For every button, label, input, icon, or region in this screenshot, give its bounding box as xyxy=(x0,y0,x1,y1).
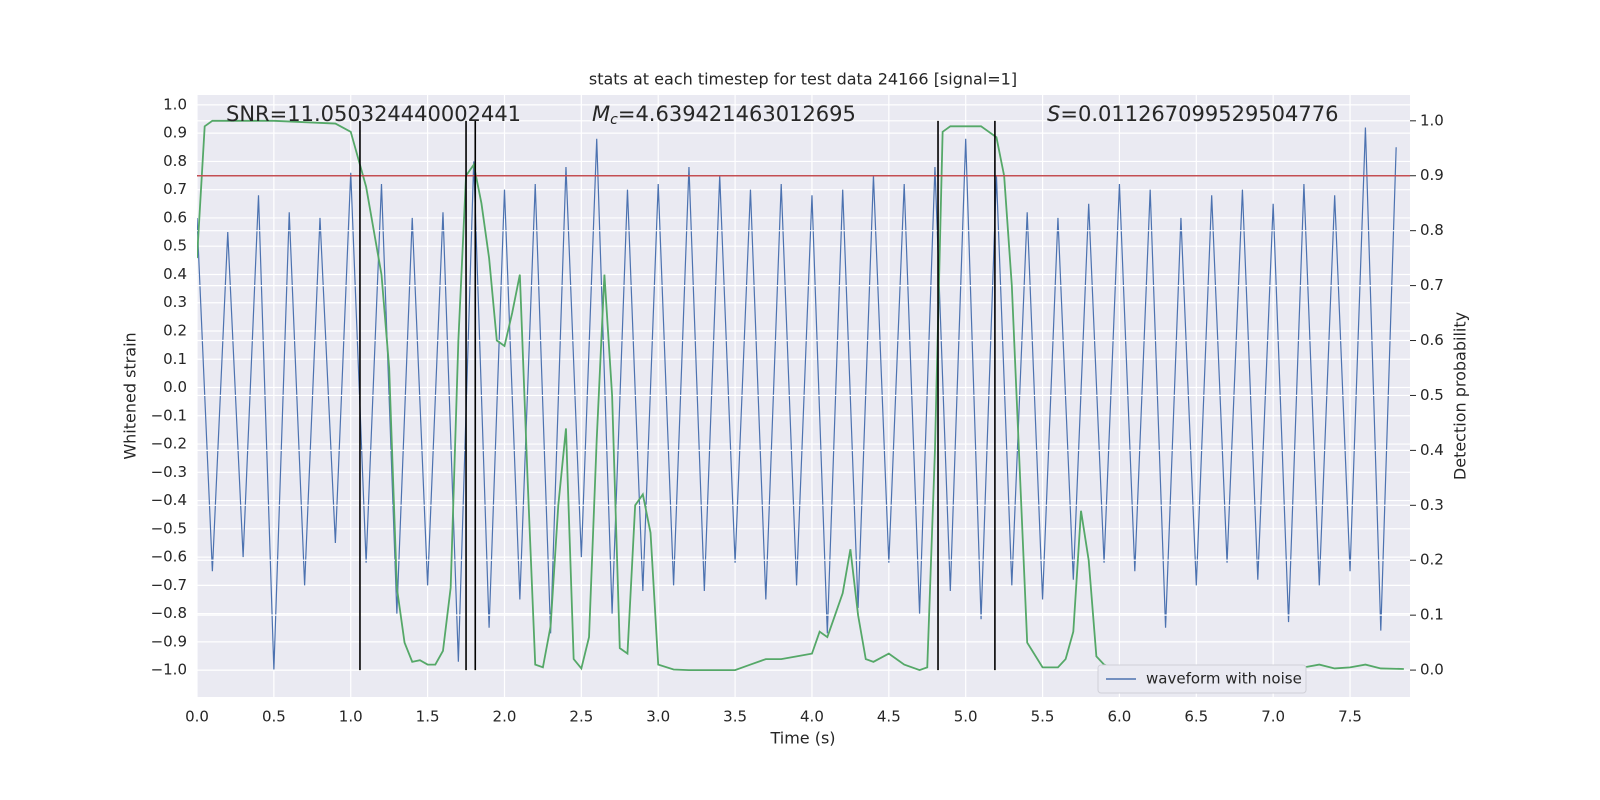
y2-tick-label: 0.4 xyxy=(1420,441,1444,459)
y-tick-label: −0.3 xyxy=(151,463,187,481)
x-tick-label: 6.0 xyxy=(1108,708,1132,726)
annotation-symbol: S xyxy=(1047,102,1060,126)
y-tick-label: 1.0 xyxy=(163,95,187,113)
y-axis-label: Whitened strain xyxy=(121,332,140,459)
y2-tick-label: 0.9 xyxy=(1420,166,1444,184)
legend-label: waveform with noise xyxy=(1146,670,1302,688)
y2-tick-label: 0.3 xyxy=(1420,496,1444,514)
series-line xyxy=(197,119,1404,672)
x-tick-label: 4.0 xyxy=(800,708,824,726)
y-tick-label: 0.7 xyxy=(163,180,187,198)
y-tick-label: 0.2 xyxy=(163,321,187,339)
x-tick-label: 4.5 xyxy=(877,708,901,726)
x-tick-label: 1.5 xyxy=(416,708,440,726)
x-tick-label: 5.5 xyxy=(1031,708,1055,726)
annotation: S=0.011267099529504776 xyxy=(1047,102,1338,126)
annotation-symbol: M xyxy=(592,102,610,126)
annotation-text: = xyxy=(618,102,636,126)
y2-tick-label: 0.2 xyxy=(1420,551,1444,569)
y-tick-label: 0.6 xyxy=(163,208,187,226)
y-tick-label: −0.2 xyxy=(151,435,187,453)
y2-tick-label: 0.1 xyxy=(1420,606,1444,624)
y2-tick-label: 1.0 xyxy=(1420,111,1444,129)
annotation-subscript: c xyxy=(610,112,618,128)
y-tick-label: −1.0 xyxy=(151,661,187,679)
y-tick-label: 0.9 xyxy=(163,124,187,142)
x-tick-label: 3.5 xyxy=(723,708,747,726)
y2-tick-label: 0.5 xyxy=(1420,386,1444,404)
y-tick-label: −0.5 xyxy=(151,519,187,537)
chart-title: stats at each timestep for test data 241… xyxy=(589,70,1017,89)
annotation: SNR=11.050324440002441 xyxy=(226,102,521,126)
annotation: Mc=4.639421463012695 xyxy=(592,102,856,128)
series-line xyxy=(197,127,1397,671)
x-tick-label: 7.0 xyxy=(1261,708,1285,726)
y-tick-label: −0.4 xyxy=(151,491,187,509)
x-tick-label: 1.0 xyxy=(339,708,363,726)
x-tick-label: 7.5 xyxy=(1338,708,1362,726)
x-axis-label: Time (s) xyxy=(769,729,835,748)
y2-tick-label: 0.0 xyxy=(1420,661,1444,679)
x-tick-label: 0.5 xyxy=(262,708,286,726)
legend-box xyxy=(1097,664,1307,694)
x-tick-label: 0.0 xyxy=(185,708,209,726)
y2-axis-label: Detection probability xyxy=(1451,312,1470,480)
plot-content xyxy=(197,119,1410,672)
annotation-text: = xyxy=(1060,102,1078,126)
y-tick-label: 0.3 xyxy=(163,293,187,311)
annotation-value: 4.639421463012695 xyxy=(635,102,855,126)
annotation-text: SNR= xyxy=(226,102,287,126)
y-tick-label: 0.1 xyxy=(163,350,187,368)
x-tick-label: 6.5 xyxy=(1184,708,1208,726)
y-tick-label: −0.8 xyxy=(151,604,187,622)
y-tick-label: 0.0 xyxy=(163,378,187,396)
y-tick-label: −0.7 xyxy=(151,576,187,594)
x-tick-label: 3.0 xyxy=(646,708,670,726)
annotation-value: 0.011267099529504776 xyxy=(1078,102,1339,126)
y2-tick-label: 0.8 xyxy=(1420,221,1444,239)
y-tick-label: 0.8 xyxy=(163,152,187,170)
x-tick-label: 2.5 xyxy=(569,708,593,726)
y2-tick-label: 0.7 xyxy=(1420,276,1444,294)
x-tick-label: 5.0 xyxy=(954,708,978,726)
y-tick-label: 0.4 xyxy=(163,265,187,283)
y-tick-label: −0.6 xyxy=(151,548,187,566)
y-tick-label: −0.9 xyxy=(151,632,187,650)
x-tick-label: 2.0 xyxy=(493,708,517,726)
y-tick-label: 0.5 xyxy=(163,237,187,255)
y-tick-label: −0.1 xyxy=(151,406,187,424)
annotation-value: 11.050324440002441 xyxy=(287,102,521,126)
y2-tick-label: 0.6 xyxy=(1420,331,1444,349)
